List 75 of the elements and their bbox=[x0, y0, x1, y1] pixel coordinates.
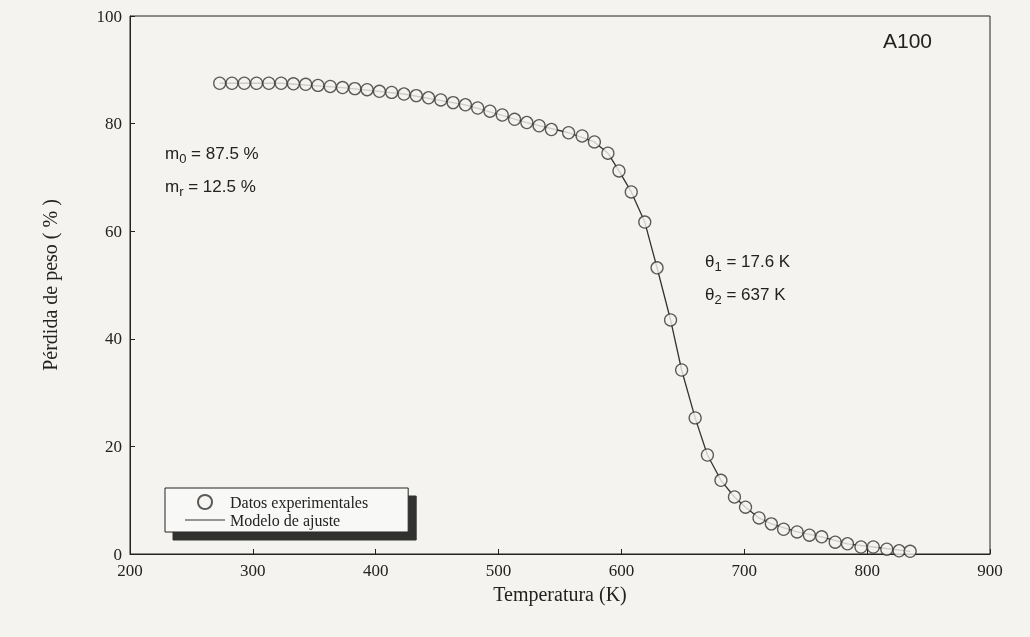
point bbox=[397, 87, 411, 101]
point bbox=[790, 525, 804, 539]
point bbox=[421, 91, 436, 105]
point bbox=[483, 104, 497, 118]
point bbox=[299, 77, 313, 91]
point bbox=[520, 115, 534, 130]
point bbox=[802, 528, 817, 542]
y-tick-label: 0 bbox=[113, 544, 122, 564]
point bbox=[249, 76, 264, 90]
x-tick-label: 400 bbox=[362, 561, 389, 580]
x-tick-label: 900 bbox=[977, 561, 1003, 580]
point bbox=[854, 540, 868, 554]
point bbox=[360, 83, 374, 97]
y-tick-label: 40 bbox=[105, 329, 122, 349]
y-tick-label: 80 bbox=[105, 114, 122, 134]
x-tick-label: 200 bbox=[117, 561, 143, 580]
point bbox=[409, 88, 423, 103]
point bbox=[446, 95, 460, 110]
point bbox=[507, 112, 522, 126]
point bbox=[880, 542, 894, 556]
point bbox=[225, 76, 239, 90]
point bbox=[601, 146, 615, 160]
x-tick-label: 700 bbox=[731, 561, 758, 580]
point bbox=[738, 500, 753, 514]
point bbox=[815, 530, 829, 544]
x-tick-label: 300 bbox=[240, 561, 266, 580]
point bbox=[587, 135, 602, 149]
point bbox=[650, 261, 664, 275]
point bbox=[840, 537, 855, 551]
point bbox=[323, 79, 337, 94]
point bbox=[348, 81, 362, 96]
point bbox=[674, 363, 689, 377]
point bbox=[335, 80, 350, 95]
point bbox=[237, 76, 251, 90]
point bbox=[575, 129, 589, 143]
annotation: A100 bbox=[882, 29, 932, 52]
point bbox=[752, 511, 766, 525]
point bbox=[638, 215, 652, 229]
x-tick-label: 600 bbox=[608, 561, 635, 580]
point bbox=[561, 126, 576, 140]
point bbox=[663, 313, 678, 327]
y-axis-title: Pérdida de peso ( % ) bbox=[39, 199, 62, 371]
point bbox=[903, 544, 917, 558]
point bbox=[274, 76, 288, 90]
point bbox=[286, 77, 301, 91]
legend-label: Datos experimentales bbox=[230, 493, 369, 512]
point bbox=[714, 473, 728, 487]
point bbox=[727, 490, 742, 504]
point bbox=[471, 101, 485, 115]
point bbox=[213, 76, 227, 90]
point bbox=[624, 185, 638, 199]
point bbox=[434, 93, 448, 107]
point bbox=[311, 78, 325, 93]
x-tick-label: 800 bbox=[854, 561, 880, 580]
y-tick-label: 20 bbox=[105, 436, 122, 456]
point bbox=[866, 540, 880, 554]
point bbox=[385, 85, 399, 100]
point bbox=[262, 76, 276, 90]
point bbox=[495, 108, 509, 122]
point bbox=[544, 122, 559, 137]
point bbox=[532, 119, 546, 133]
point bbox=[828, 535, 842, 549]
point bbox=[892, 544, 906, 558]
y-tick-label: 60 bbox=[105, 221, 122, 241]
legend-label: Modelo de ajuste bbox=[230, 511, 341, 530]
point bbox=[372, 84, 387, 98]
point bbox=[612, 164, 626, 178]
point bbox=[458, 98, 473, 112]
point bbox=[688, 411, 702, 425]
point bbox=[776, 522, 791, 536]
x-axis-title: Temperatura (K) bbox=[493, 582, 627, 606]
point bbox=[764, 517, 778, 531]
point bbox=[700, 448, 715, 462]
x-tick-label: 500 bbox=[485, 561, 512, 580]
y-tick-label: 100 bbox=[96, 6, 122, 26]
